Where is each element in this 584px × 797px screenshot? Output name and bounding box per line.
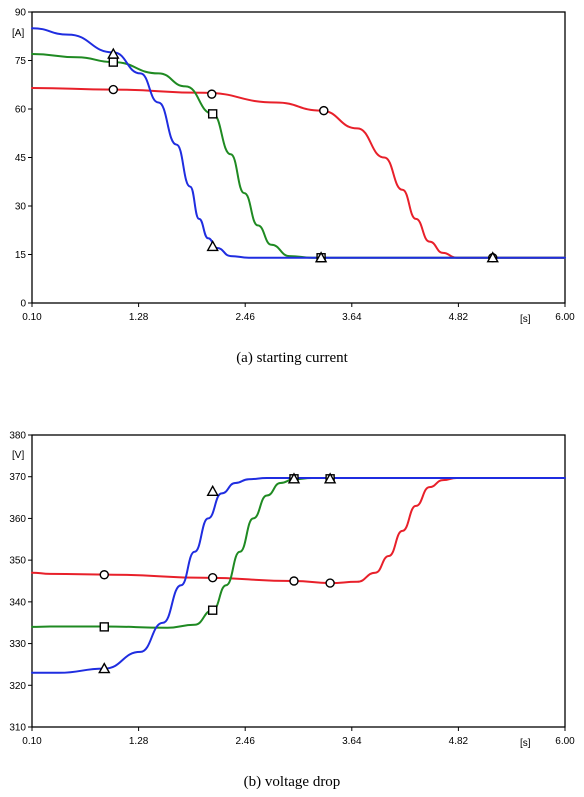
x-tick-label: 0.10 [22,312,42,323]
chart-starting-current: [A] [s] (a) starting current 0 15 30 45 60 75… [12,8,575,367]
marker-circle-red [289,576,299,586]
marker-square-green [207,605,218,615]
chart-voltage-drop: [V] [s] (b) voltage drop 310 320 330 340 350… [9,431,575,791]
x-axis-unit-a: [s] [520,314,531,325]
x-tick-label: 3.64 [342,736,362,747]
series-line-blue [31,476,566,674]
x-tick-label: 2.46 [235,312,255,323]
x-tick-label: 4.82 [449,312,469,323]
series-line-red [31,476,566,585]
y-tick-label: 340 [9,597,26,608]
y-tick-label: 45 [15,153,27,164]
y-tick-label: 360 [9,514,26,525]
x-tick-label: 6.00 [555,312,575,323]
marker-circle-red [207,89,217,99]
series-line-green [31,477,566,629]
caption-a: (a) starting current [236,350,348,366]
plot-frame [31,434,566,728]
marker-triangle-blue [206,484,219,497]
x-tick-label: 4.82 [449,736,469,747]
marker-square-green [108,57,119,67]
marker-triangle-blue [206,239,219,252]
y-tick-label: 370 [9,472,26,483]
series-line-red [31,87,566,259]
marker-square-green [207,109,218,119]
marker-circle-red [108,84,119,95]
series-line-blue [31,27,566,259]
marker-triangle-blue [98,662,111,674]
y-tick-label: 320 [9,681,26,692]
marker-triangle-blue [314,251,328,263]
y-tick-label: 310 [9,723,26,734]
marker-triangle-blue [107,47,120,59]
marker-square-green [99,622,109,632]
y-tick-label: 90 [15,8,27,19]
y-tick-label: 350 [9,556,26,567]
y-tick-label: 30 [15,202,27,213]
y-tick-label: 330 [9,639,26,650]
x-tick-label: 3.64 [342,312,362,323]
x-tick-label: 6.00 [555,736,575,747]
series-line-green [31,53,566,259]
x-axis-unit-b: [s] [520,738,531,749]
marker-circle-red [325,578,335,588]
marker-triangle-blue [323,472,337,484]
marker-circle-red [319,105,329,116]
x-tick-label: 1.28 [129,736,149,747]
y-tick-label: 0 [20,299,26,310]
caption-b: (b) voltage drop [244,774,341,790]
x-tick-label: 0.10 [22,736,42,747]
y-tick-label: 60 [15,105,27,116]
marker-circle-red [207,572,218,583]
y-tick-label: 380 [9,431,26,442]
y-tick-label: 15 [15,250,27,261]
marker-triangle-blue [486,251,499,263]
y-axis-unit-a: [A] [12,28,24,39]
y-tick-label: 75 [15,56,27,67]
marker-triangle-blue [287,472,301,484]
x-tick-label: 1.28 [129,312,149,323]
marker-circle-red [99,570,109,580]
x-tick-label: 2.46 [235,736,255,747]
y-axis-unit-b: [V] [12,450,24,461]
